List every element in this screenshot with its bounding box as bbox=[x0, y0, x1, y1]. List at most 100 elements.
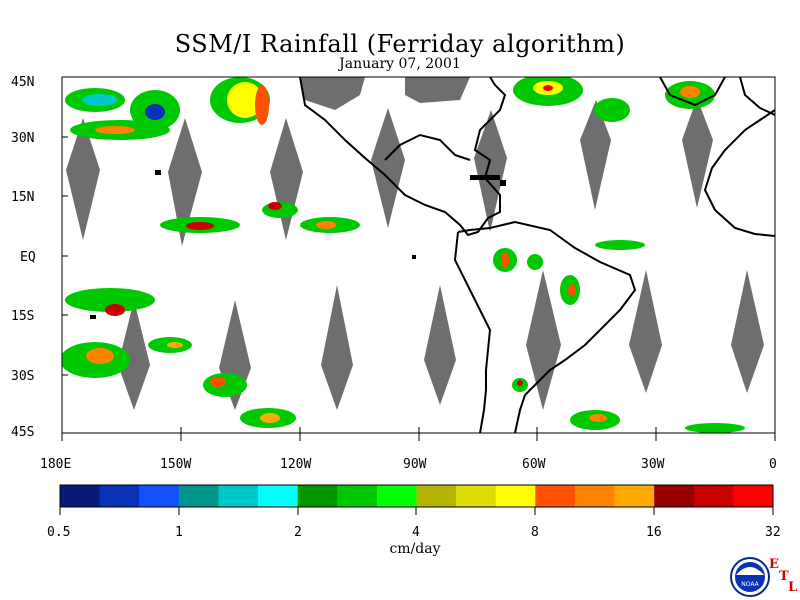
colorbar-swatch bbox=[495, 485, 536, 507]
colorbar-swatch bbox=[654, 485, 695, 507]
colorbar-swatch bbox=[178, 485, 219, 507]
lon-label-150w: 150W bbox=[160, 457, 191, 472]
island bbox=[90, 315, 96, 319]
colorbar-ticks bbox=[59, 507, 774, 515]
map-title: SSM/I Rainfall (Ferriday algorithm) bbox=[174, 30, 626, 58]
island bbox=[470, 175, 500, 180]
rain-cell bbox=[86, 348, 114, 364]
rain-cell bbox=[594, 98, 630, 122]
rain-cell bbox=[255, 85, 269, 125]
rain-cell bbox=[105, 304, 125, 316]
rain-cell bbox=[65, 288, 155, 312]
missing-data-swath bbox=[580, 100, 611, 210]
rain-cell bbox=[186, 222, 214, 230]
coastline-south-america bbox=[453, 220, 637, 433]
rain-cell bbox=[685, 423, 745, 433]
rain-cell bbox=[210, 377, 226, 387]
lat-label-30n: 30N bbox=[11, 131, 34, 146]
colorbar-swatch bbox=[416, 485, 457, 507]
rain-cell bbox=[95, 126, 135, 134]
missing-data-swath bbox=[321, 285, 353, 410]
colorbar-label-0.5: 0.5 bbox=[47, 525, 70, 540]
colorbar bbox=[60, 485, 774, 507]
lat-ticks bbox=[62, 76, 68, 434]
lat-label-45n: 45N bbox=[11, 75, 34, 90]
lat-label-15s: 15S bbox=[11, 309, 34, 324]
map-content bbox=[62, 77, 775, 433]
map-date: January 07, 2001 bbox=[339, 56, 461, 72]
colorbar-label-4: 4 bbox=[412, 525, 420, 540]
island bbox=[412, 255, 416, 259]
rain-cell bbox=[260, 413, 280, 423]
colorbar-label-1: 1 bbox=[175, 525, 183, 540]
coastline-north-america bbox=[299, 77, 507, 237]
rain-cell bbox=[680, 86, 700, 98]
coastline-europe bbox=[739, 77, 775, 116]
rain-cell bbox=[167, 342, 183, 348]
colorbar-label-16: 16 bbox=[646, 525, 662, 540]
colorbar-swatch bbox=[614, 485, 655, 507]
rain-cell bbox=[595, 240, 645, 250]
logo-seagull bbox=[736, 567, 764, 575]
rain-cell bbox=[203, 373, 247, 397]
colorbar-swatch bbox=[574, 485, 616, 507]
rain-cell bbox=[501, 252, 509, 268]
rain-cells bbox=[62, 77, 745, 433]
colorbar-swatch bbox=[297, 485, 338, 507]
missing-data-swath bbox=[118, 300, 150, 410]
missing-data-swath bbox=[526, 270, 561, 410]
rain-cell bbox=[145, 104, 165, 120]
islands bbox=[90, 170, 506, 319]
coastlines bbox=[299, 77, 775, 433]
rain-cell bbox=[527, 254, 543, 270]
lon-label-90w: 90W bbox=[403, 457, 427, 472]
colorbar-swatch bbox=[456, 485, 497, 507]
lon-label-180e: 180E bbox=[40, 457, 71, 472]
colorbar-swatch bbox=[337, 485, 378, 507]
coastline-greenland bbox=[659, 77, 726, 107]
missing-data-swath bbox=[168, 118, 202, 246]
lon-label-30w: 30W bbox=[641, 457, 665, 472]
lat-label-15n: 15N bbox=[11, 190, 34, 205]
missing-data-swath bbox=[474, 110, 507, 232]
colorbar-label-32: 32 bbox=[765, 525, 781, 540]
rain-cell bbox=[82, 94, 118, 106]
colorbar-swatch bbox=[733, 485, 774, 507]
missing-data-swath bbox=[424, 285, 456, 405]
lat-label-30s: 30S bbox=[11, 369, 34, 384]
colorbar-label-2: 2 bbox=[294, 525, 302, 540]
logo-letter-l: L bbox=[788, 580, 798, 595]
coastline-africa bbox=[703, 109, 775, 237]
island bbox=[500, 180, 506, 186]
missing-data-swath bbox=[371, 108, 405, 228]
rain-cell bbox=[517, 380, 523, 386]
coastline-gulf bbox=[384, 133, 471, 161]
colorbar-swatch bbox=[99, 485, 140, 507]
colorbar-swatch bbox=[693, 485, 734, 507]
colorbar-swatch bbox=[139, 485, 180, 507]
missing-data-patch bbox=[300, 77, 365, 110]
colorbar-unit: cm/day bbox=[389, 541, 441, 557]
rain-cell bbox=[589, 414, 607, 422]
colorbar-swatch bbox=[258, 485, 299, 507]
missing-data-patch bbox=[405, 77, 470, 103]
lon-label-60w: 60W bbox=[522, 457, 546, 472]
colorbar-swatch bbox=[60, 485, 101, 507]
colorbar-label-8: 8 bbox=[531, 525, 539, 540]
noaa-logo: NOAA bbox=[730, 557, 770, 597]
missing-data-swath bbox=[66, 118, 100, 240]
missing-data-swath bbox=[629, 270, 662, 393]
rain-cell bbox=[227, 82, 263, 118]
missing-data-swath bbox=[682, 98, 713, 208]
island bbox=[155, 170, 161, 175]
missing-data-swath bbox=[270, 118, 303, 240]
rain-cell bbox=[543, 85, 553, 91]
logo-text: NOAA bbox=[741, 581, 759, 588]
colorbar-swatch bbox=[535, 485, 576, 507]
colorbar-swatch bbox=[376, 485, 417, 507]
lat-label-45s: 45S bbox=[11, 425, 34, 440]
lon-label-0: 0 bbox=[769, 457, 777, 472]
lon-ticks bbox=[61, 427, 776, 441]
rain-cell bbox=[316, 221, 336, 229]
